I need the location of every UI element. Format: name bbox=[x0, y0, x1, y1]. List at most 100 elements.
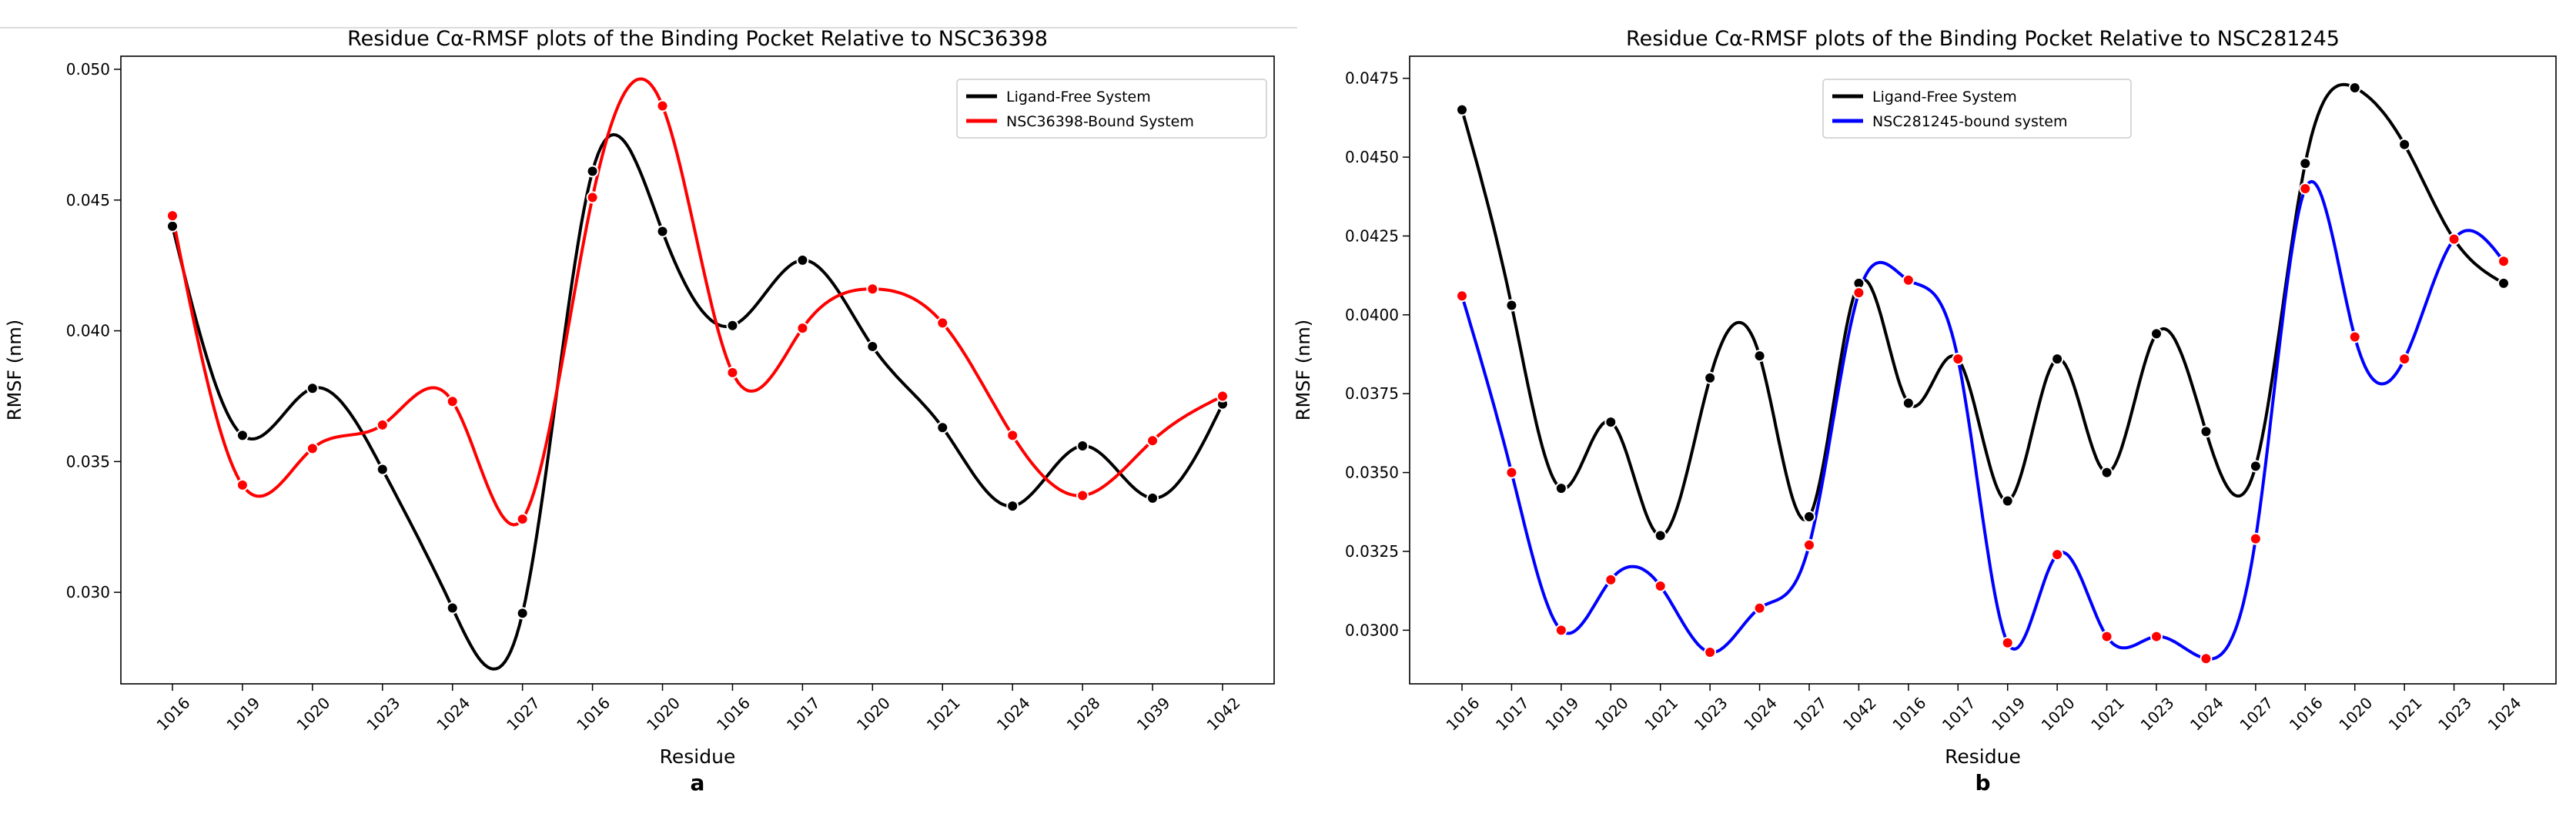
panel-label: a bbox=[691, 770, 705, 796]
legend-box bbox=[956, 79, 1267, 139]
data-point bbox=[1554, 624, 1567, 637]
data-point bbox=[586, 191, 599, 204]
y-tick-label: 0.0350 bbox=[1345, 464, 1399, 482]
chart-panel-b: Residue Cα-RMSF plots of the Binding Poc… bbox=[1293, 27, 2557, 796]
data-point bbox=[1852, 286, 1865, 300]
data-point bbox=[1654, 580, 1667, 593]
data-point bbox=[166, 219, 179, 233]
y-axis-label: RMSF (nm) bbox=[4, 320, 25, 420]
x-tick-label: 1016 bbox=[713, 694, 754, 735]
data-point bbox=[2200, 425, 2213, 438]
x-tick-label: 1021 bbox=[923, 694, 964, 735]
series-line bbox=[171, 77, 1223, 527]
plot-frame bbox=[1409, 55, 2557, 685]
x-tick-label: 1016 bbox=[1443, 694, 1484, 735]
data-point bbox=[2001, 636, 2014, 649]
x-tick-label: 1024 bbox=[2186, 694, 2227, 735]
data-point bbox=[796, 322, 809, 335]
legend-box bbox=[1822, 79, 2132, 139]
data-point bbox=[866, 340, 879, 353]
data-point bbox=[1803, 538, 1815, 551]
y-tick-label: 0.0450 bbox=[1345, 148, 1399, 166]
y-tick-label: 0.045 bbox=[66, 191, 110, 209]
y-tick-label: 0.035 bbox=[66, 452, 110, 471]
data-point bbox=[306, 442, 319, 455]
x-tick-label: 1027 bbox=[2236, 694, 2277, 735]
data-point bbox=[306, 382, 319, 395]
legend-label: NSC36398-Bound System bbox=[1006, 113, 1194, 130]
data-point bbox=[1146, 434, 1159, 447]
y-tick-label: 0.0375 bbox=[1345, 384, 1399, 403]
x-tick-label: 1023 bbox=[2137, 694, 2178, 735]
data-point bbox=[1554, 482, 1567, 495]
data-point bbox=[1456, 103, 1468, 116]
data-point bbox=[726, 319, 739, 332]
data-point bbox=[2249, 460, 2262, 473]
data-point bbox=[936, 421, 949, 434]
data-point bbox=[236, 429, 249, 442]
x-tick-label: 1023 bbox=[363, 694, 403, 735]
data-point bbox=[1654, 529, 1667, 542]
data-point bbox=[516, 513, 529, 526]
x-tick-label: 1016 bbox=[573, 694, 614, 735]
data-point bbox=[1952, 353, 1965, 366]
data-point bbox=[1803, 510, 1815, 523]
legend-label: Ligand-Free System bbox=[1006, 89, 1151, 106]
x-tick-label: 1020 bbox=[643, 694, 684, 735]
data-point bbox=[936, 317, 949, 330]
x-tick-label: 1023 bbox=[1691, 694, 1731, 735]
x-tick-label: 1027 bbox=[503, 694, 544, 735]
y-tick-label: 0.040 bbox=[66, 322, 110, 340]
x-tick-label: 1021 bbox=[2385, 694, 2426, 735]
data-point bbox=[2348, 81, 2361, 94]
x-axis-label: Residue bbox=[660, 745, 736, 768]
x-tick-label: 1019 bbox=[1541, 694, 1582, 735]
data-point bbox=[1902, 397, 1915, 410]
x-tick-label: 1028 bbox=[1063, 694, 1104, 735]
x-tick-label: 1019 bbox=[223, 694, 264, 735]
data-point bbox=[2299, 183, 2312, 196]
data-point bbox=[376, 418, 389, 431]
data-point bbox=[2398, 353, 2411, 366]
chart-title: Residue Cα-RMSF plots of the Binding Poc… bbox=[347, 27, 1048, 51]
series-line bbox=[1460, 179, 2505, 661]
data-point bbox=[166, 209, 179, 223]
data-point bbox=[1076, 439, 1089, 452]
data-point bbox=[446, 601, 459, 615]
data-point bbox=[1604, 573, 1618, 586]
x-tick-label: 1021 bbox=[2087, 694, 2128, 735]
data-point bbox=[586, 165, 599, 178]
x-tick-label: 1020 bbox=[853, 694, 894, 735]
x-tick-label: 1020 bbox=[2335, 694, 2376, 735]
data-point bbox=[726, 366, 739, 379]
data-point bbox=[1505, 299, 1518, 312]
x-tick-label: 1017 bbox=[783, 694, 824, 735]
data-point bbox=[1146, 491, 1159, 504]
data-point bbox=[1006, 429, 1019, 442]
series-line bbox=[171, 132, 1224, 671]
y-axis-label: RMSF (nm) bbox=[1293, 320, 1314, 420]
data-point bbox=[2249, 532, 2262, 545]
chart-panel-a: Residue Cα-RMSF plots of the Binding Poc… bbox=[4, 27, 1275, 796]
data-point bbox=[2150, 630, 2163, 643]
data-point bbox=[516, 607, 529, 620]
data-point bbox=[656, 99, 669, 112]
x-tick-label: 1024 bbox=[433, 694, 473, 735]
data-point bbox=[796, 253, 809, 266]
data-point bbox=[1753, 601, 1766, 615]
data-point bbox=[1902, 273, 1915, 286]
x-tick-label: 1027 bbox=[1790, 694, 1831, 735]
data-point bbox=[1704, 371, 1717, 384]
x-tick-label: 1024 bbox=[1740, 694, 1781, 735]
x-tick-label: 1020 bbox=[2038, 694, 2079, 735]
x-tick-label: 1017 bbox=[1939, 694, 1979, 735]
legend-label: Ligand-Free System bbox=[1872, 89, 2017, 106]
x-axis-label: Residue bbox=[1945, 745, 2021, 768]
chart-title: Residue Cα-RMSF plots of the Binding Poc… bbox=[1626, 27, 2340, 51]
y-tick-label: 0.030 bbox=[66, 583, 110, 601]
y-tick-label: 0.0475 bbox=[1345, 69, 1399, 88]
y-tick-label: 0.0425 bbox=[1345, 226, 1399, 245]
data-point bbox=[2100, 630, 2113, 643]
data-point bbox=[2497, 276, 2510, 290]
